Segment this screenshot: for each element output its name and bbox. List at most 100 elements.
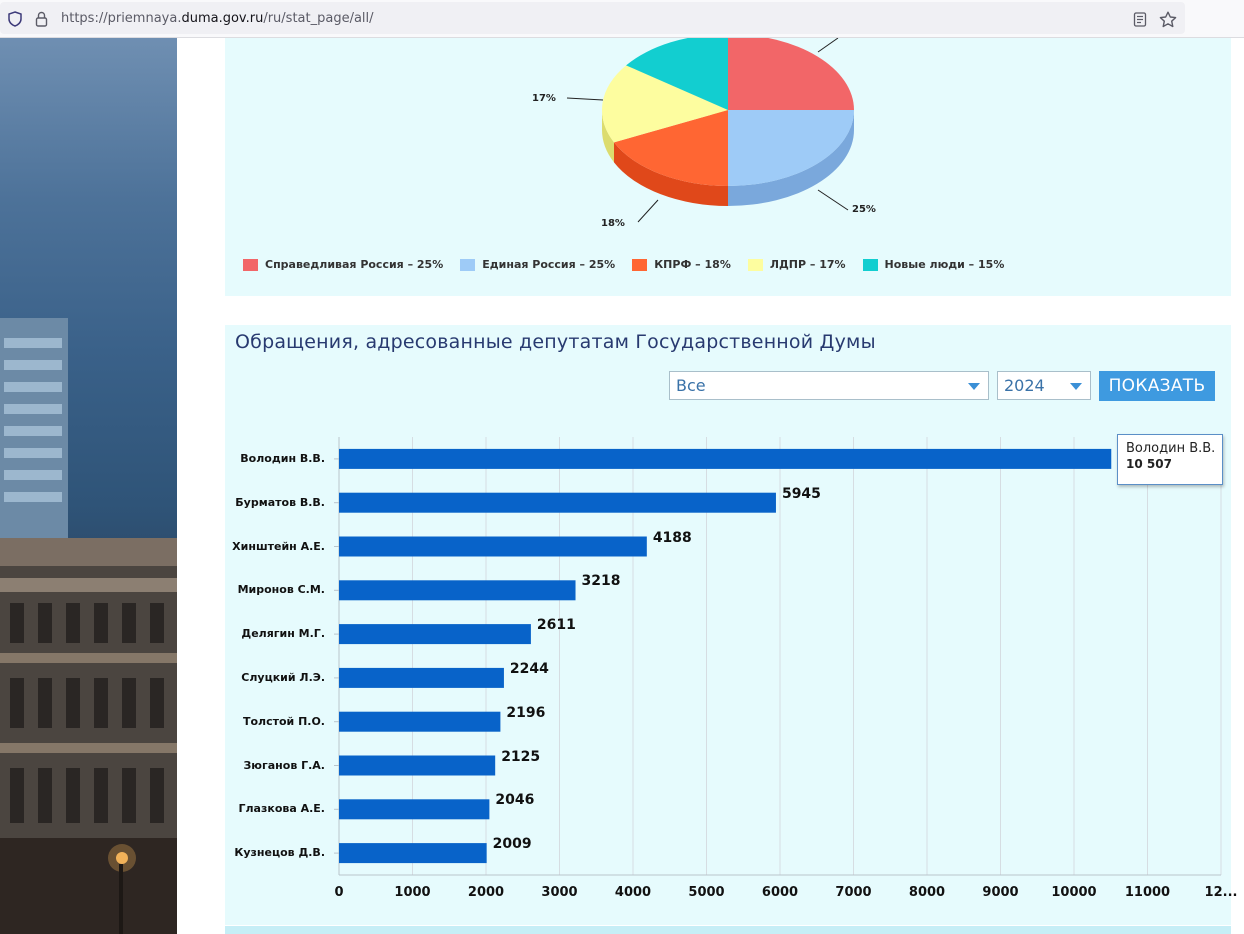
pie-slice[interactable] (613, 110, 728, 186)
pie-slice[interactable] (728, 34, 854, 110)
url-path: /ru/stat_page/all/ (263, 11, 374, 26)
legend-label: Новые люди – 15% (884, 258, 1005, 271)
lock-icon[interactable] (35, 11, 48, 27)
legend-swatch (747, 258, 763, 271)
pie-slice-side (613, 142, 728, 206)
value-label: 2125 (501, 748, 541, 765)
pie-leader-line (817, 189, 849, 211)
legend-label: КПРФ – 18% (654, 258, 731, 271)
x-tick-label: 6000 (761, 885, 799, 900)
x-tick-label: 2000 (467, 885, 505, 900)
party-pie-chart (566, 34, 854, 223)
pie-label-ldpr: 17% (532, 93, 556, 104)
x-tick-label: 4000 (614, 885, 652, 900)
x-tick-label: 9000 (982, 885, 1019, 900)
bar[interactable] (339, 492, 776, 513)
section-title: Обращения, адресованные депутатам Госуда… (235, 331, 876, 353)
x-tick-label: 7000 (835, 885, 872, 900)
x-tick-label: 1000 (394, 885, 431, 900)
tooltip-name: Володин В.В. (1126, 441, 1216, 456)
pie-label-kprf: 18% (601, 218, 625, 229)
shield-icon[interactable] (8, 11, 22, 27)
value-label: 2244 (509, 660, 549, 677)
legend-swatch (243, 258, 258, 271)
legend-swatch (862, 258, 878, 271)
category-label: Толстой П.О. (242, 714, 325, 728)
pie-slice-side (602, 110, 614, 163)
browser-url-bar: https://priemnaya.duma.gov.ru/ru/stat_pa… (0, 0, 1244, 38)
chart-tooltip: Володин В.В. 10 507 (1117, 434, 1223, 485)
appeals-bar-chart: Володин В.В. Бурматов В.В. 5945 Хинштейн А.… (225, 425, 1237, 920)
url-prefix: https://priemnaya. (61, 11, 182, 26)
category-select[interactable]: Все (669, 371, 989, 400)
pie-slice[interactable] (728, 110, 854, 186)
bar[interactable] (339, 580, 576, 601)
reader-view-icon[interactable] (1133, 12, 1147, 27)
bar-chart-canvas (334, 437, 1222, 876)
x-tick-label: 11000 (1124, 885, 1171, 900)
bar[interactable] (339, 755, 496, 776)
category-label: Бурматов В.В. (235, 495, 325, 509)
legend-label: Единая Россия – 25% (482, 258, 616, 271)
legend-label: Справедливая Россия – 25% (265, 258, 444, 271)
category-label: Кузнецов Д.В. (234, 846, 325, 860)
bar[interactable] (339, 799, 490, 820)
category-label: Глазкова А.Е. (238, 802, 325, 816)
value-label: 4188 (652, 529, 692, 546)
pie-label-er: 25% (852, 204, 876, 215)
category-label: Делягин М.Г. (241, 627, 325, 641)
legend-swatch (632, 258, 648, 271)
background-photo (0, 38, 177, 934)
category-label: Зюганов Г.А. (243, 758, 325, 772)
legend-item-kprf[interactable]: КПРФ – 18% (632, 258, 731, 271)
bar[interactable] (339, 624, 531, 645)
year-select-value: 2024 (1004, 376, 1045, 395)
show-button[interactable]: ПОКАЗАТЬ (1099, 371, 1215, 401)
pie-leader-line (566, 97, 604, 101)
value-label: 3218 (581, 573, 621, 590)
legend-swatch (460, 258, 476, 271)
x-tick-label: 5000 (688, 885, 725, 900)
category-label: Миронов С.М. (237, 583, 325, 597)
pie-slice[interactable] (602, 65, 728, 143)
tooltip-value: 10 507 (1126, 457, 1172, 471)
legend-item-new-people[interactable]: Новые люди – 15% (862, 258, 1005, 271)
legend-item-er[interactable]: Единая Россия – 25% (460, 258, 615, 271)
building-illustration (0, 318, 177, 934)
x-tick-label: 3000 (541, 885, 578, 900)
bar[interactable] (339, 536, 647, 557)
dropdown-arrow-icon (1070, 383, 1082, 390)
category-label: Хинштейн А.Е. (232, 539, 325, 553)
x-tick-label: 8000 (908, 885, 946, 900)
value-label: 2046 (495, 792, 535, 809)
bookmark-star-icon[interactable] (1159, 11, 1177, 28)
bar[interactable] (339, 448, 1112, 469)
pie-leader-line (817, 38, 839, 53)
dropdown-arrow-icon (968, 383, 980, 390)
url-host: duma.gov.ru (181, 11, 264, 26)
bar[interactable] (339, 711, 501, 732)
value-label: 2196 (506, 704, 546, 721)
legend-item-ldpr[interactable]: ЛДПР – 17% (747, 258, 846, 271)
legend-item-sr[interactable]: Справедливая Россия – 25% (243, 258, 443, 271)
value-label: 2611 (536, 617, 576, 634)
year-select[interactable]: 2024 (997, 371, 1091, 400)
category-select-value: Все (676, 376, 706, 395)
x-tick-label: 0 (334, 885, 344, 900)
url-field[interactable]: https://priemnaya.duma.gov.ru/ru/stat_pa… (0, 2, 1185, 34)
value-label: 5945 (781, 485, 821, 502)
pie-leader-line (637, 199, 659, 223)
next-panel-edge (225, 926, 1231, 934)
url-text[interactable]: https://priemnaya.duma.gov.ru/ru/stat_pa… (61, 11, 374, 26)
bar[interactable] (339, 667, 504, 688)
bar[interactable] (339, 843, 487, 864)
pie-slice-side (728, 110, 854, 206)
category-label: Володин В.В. (240, 451, 325, 465)
value-label: 2009 (492, 836, 532, 853)
x-tick-label: 12... (1204, 885, 1238, 900)
x-tick-label: 10000 (1051, 885, 1097, 900)
pie-slice[interactable] (626, 34, 728, 110)
pie-legend: Справедливая Россия – 25% Единая Россия … (243, 258, 1021, 271)
legend-label: ЛДПР – 17% (769, 258, 846, 271)
category-label: Слуцкий Л.Э. (241, 670, 325, 684)
